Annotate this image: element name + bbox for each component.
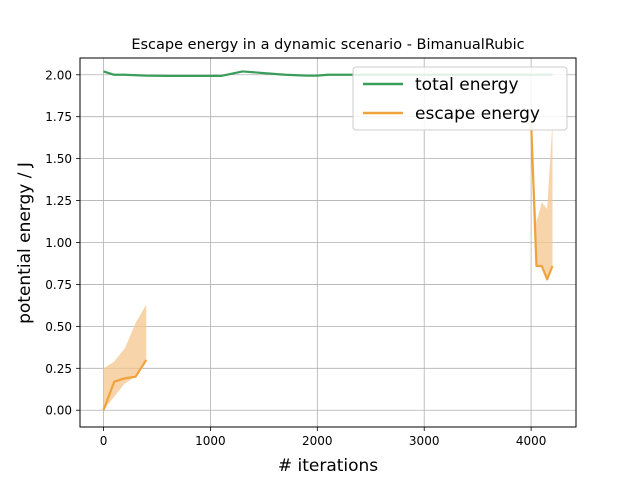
x-axis-label: # iterations xyxy=(278,456,378,476)
y-tick-label: 0.00 xyxy=(45,404,72,418)
y-axis-label: potential energy / J xyxy=(15,162,35,324)
confidence-bands xyxy=(103,121,553,411)
x-tick-label: 2000 xyxy=(302,434,333,448)
y-tick-label: 0.75 xyxy=(45,278,72,292)
legend: total energy escape energy xyxy=(352,66,568,131)
y-tick-label: 0.25 xyxy=(45,362,72,376)
legend-box xyxy=(352,66,568,131)
escape-energy-line xyxy=(530,121,554,281)
x-tick-label: 1000 xyxy=(195,434,226,448)
legend-label: escape energy xyxy=(415,104,540,124)
y-axis-ticks: 0.00 0.25 0.50 0.75 1.00 1.25 1.50 1.75 2.00 xyxy=(45,68,80,418)
y-tick-label: 1.75 xyxy=(45,110,72,124)
x-tick-label: 3000 xyxy=(409,434,440,448)
chart-title: Escape energy in a dynamic scenario - Bi… xyxy=(131,37,524,53)
legend-label: total energy xyxy=(415,75,519,95)
x-tick-label: 0 xyxy=(100,434,108,448)
y-tick-label: 2.00 xyxy=(45,68,72,82)
escape-energy-line xyxy=(102,359,148,411)
y-tick-label: 1.25 xyxy=(45,194,72,208)
y-tick-label: 1.00 xyxy=(45,236,72,250)
y-tick-label: 0.50 xyxy=(45,320,72,334)
x-tick-label: 4000 xyxy=(516,434,547,448)
y-tick-label: 1.50 xyxy=(45,152,72,166)
x-axis-ticks: 0 1000 2000 3000 4000 xyxy=(100,427,547,448)
